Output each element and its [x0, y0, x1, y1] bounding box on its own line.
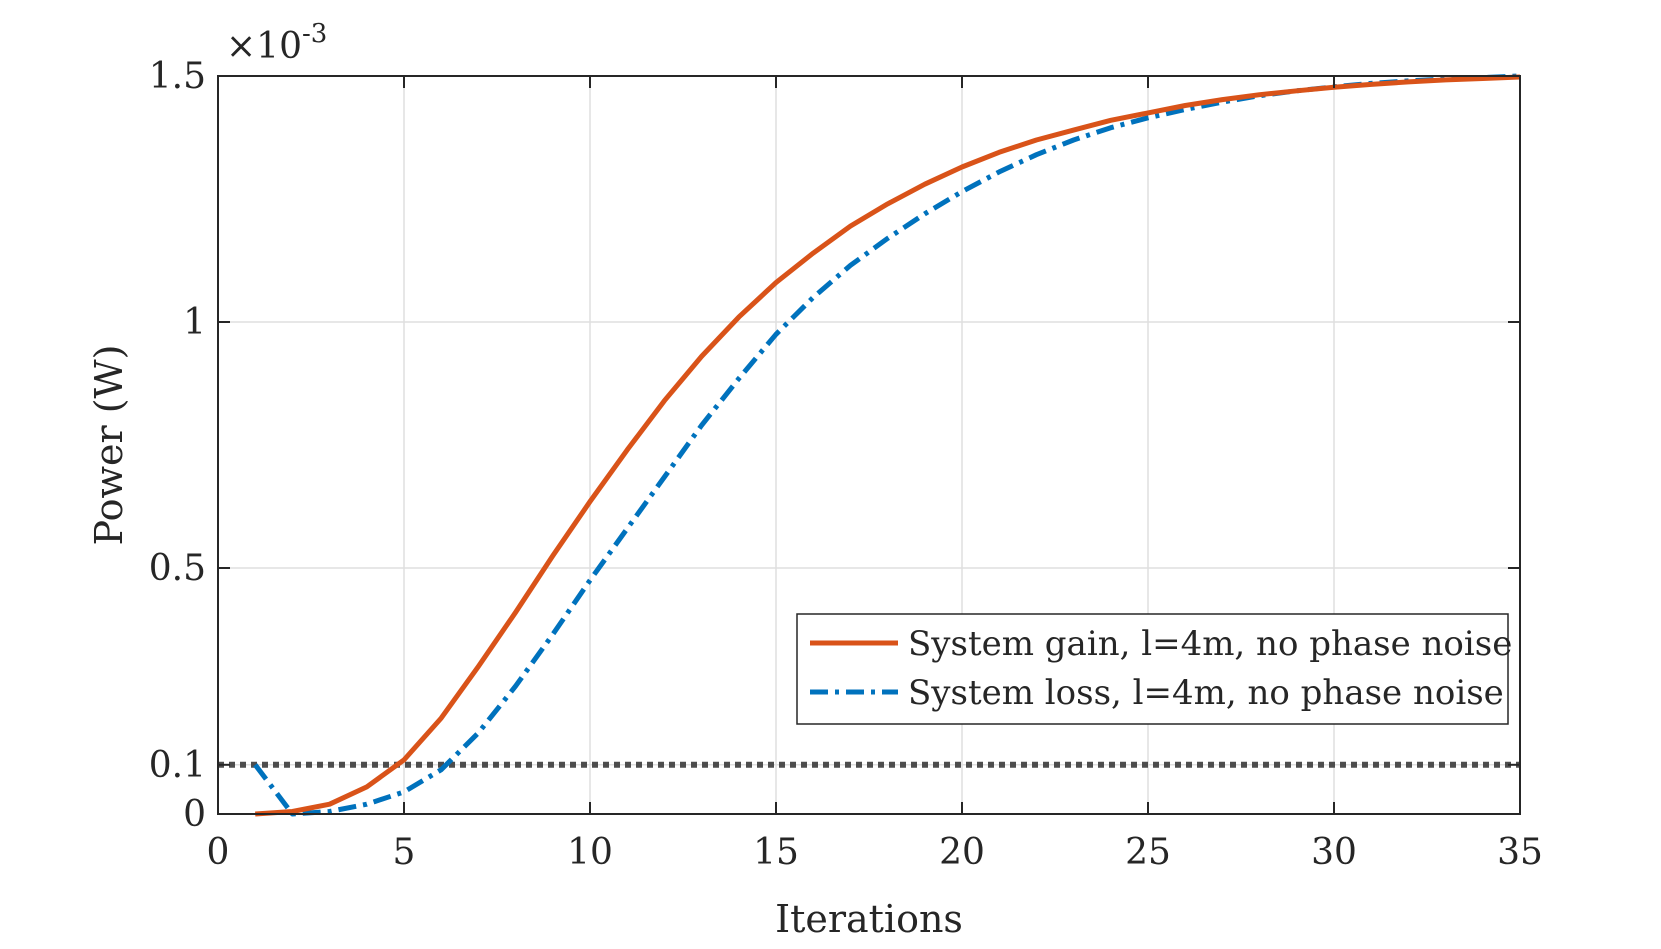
x-axis-label: Iterations	[775, 897, 963, 941]
series-layer	[218, 73, 1521, 817]
y-tick-label: 0.1	[149, 745, 206, 786]
y-exponent-multiplier: ×10-3	[226, 19, 327, 67]
x-tick-label: 20	[939, 832, 985, 873]
legend: System gain, l=4m, no phase noise System…	[796, 613, 1512, 725]
ticks: 0 5 10 15 20 25 30 35 0 0.1 0.5 1 1.5	[149, 56, 1543, 873]
series-line-gain	[255, 74, 1521, 817]
x-tick-label: 0	[207, 832, 230, 873]
y-axis-label: Power (W)	[87, 345, 131, 546]
legend-label-gain: System gain, l=4m, no phase noise	[908, 624, 1512, 664]
legend-box	[796, 613, 1509, 725]
x-tick-label: 25	[1125, 832, 1171, 873]
x-tick-label: 35	[1497, 832, 1543, 873]
y-tick-label: 1.5	[149, 56, 206, 97]
y-tick-label: 0	[183, 794, 206, 835]
axes-box	[217, 75, 1521, 815]
x-tick-label: 15	[753, 832, 799, 873]
x-tick-label: 30	[1311, 832, 1357, 873]
x-tick-label: 5	[393, 832, 416, 873]
legend-label-loss: System loss, l=4m, no phase noise	[908, 673, 1504, 713]
y-tick-label: 0.5	[149, 548, 206, 589]
y-tick-label: 1	[183, 302, 206, 343]
x-tick-label: 10	[567, 832, 613, 873]
